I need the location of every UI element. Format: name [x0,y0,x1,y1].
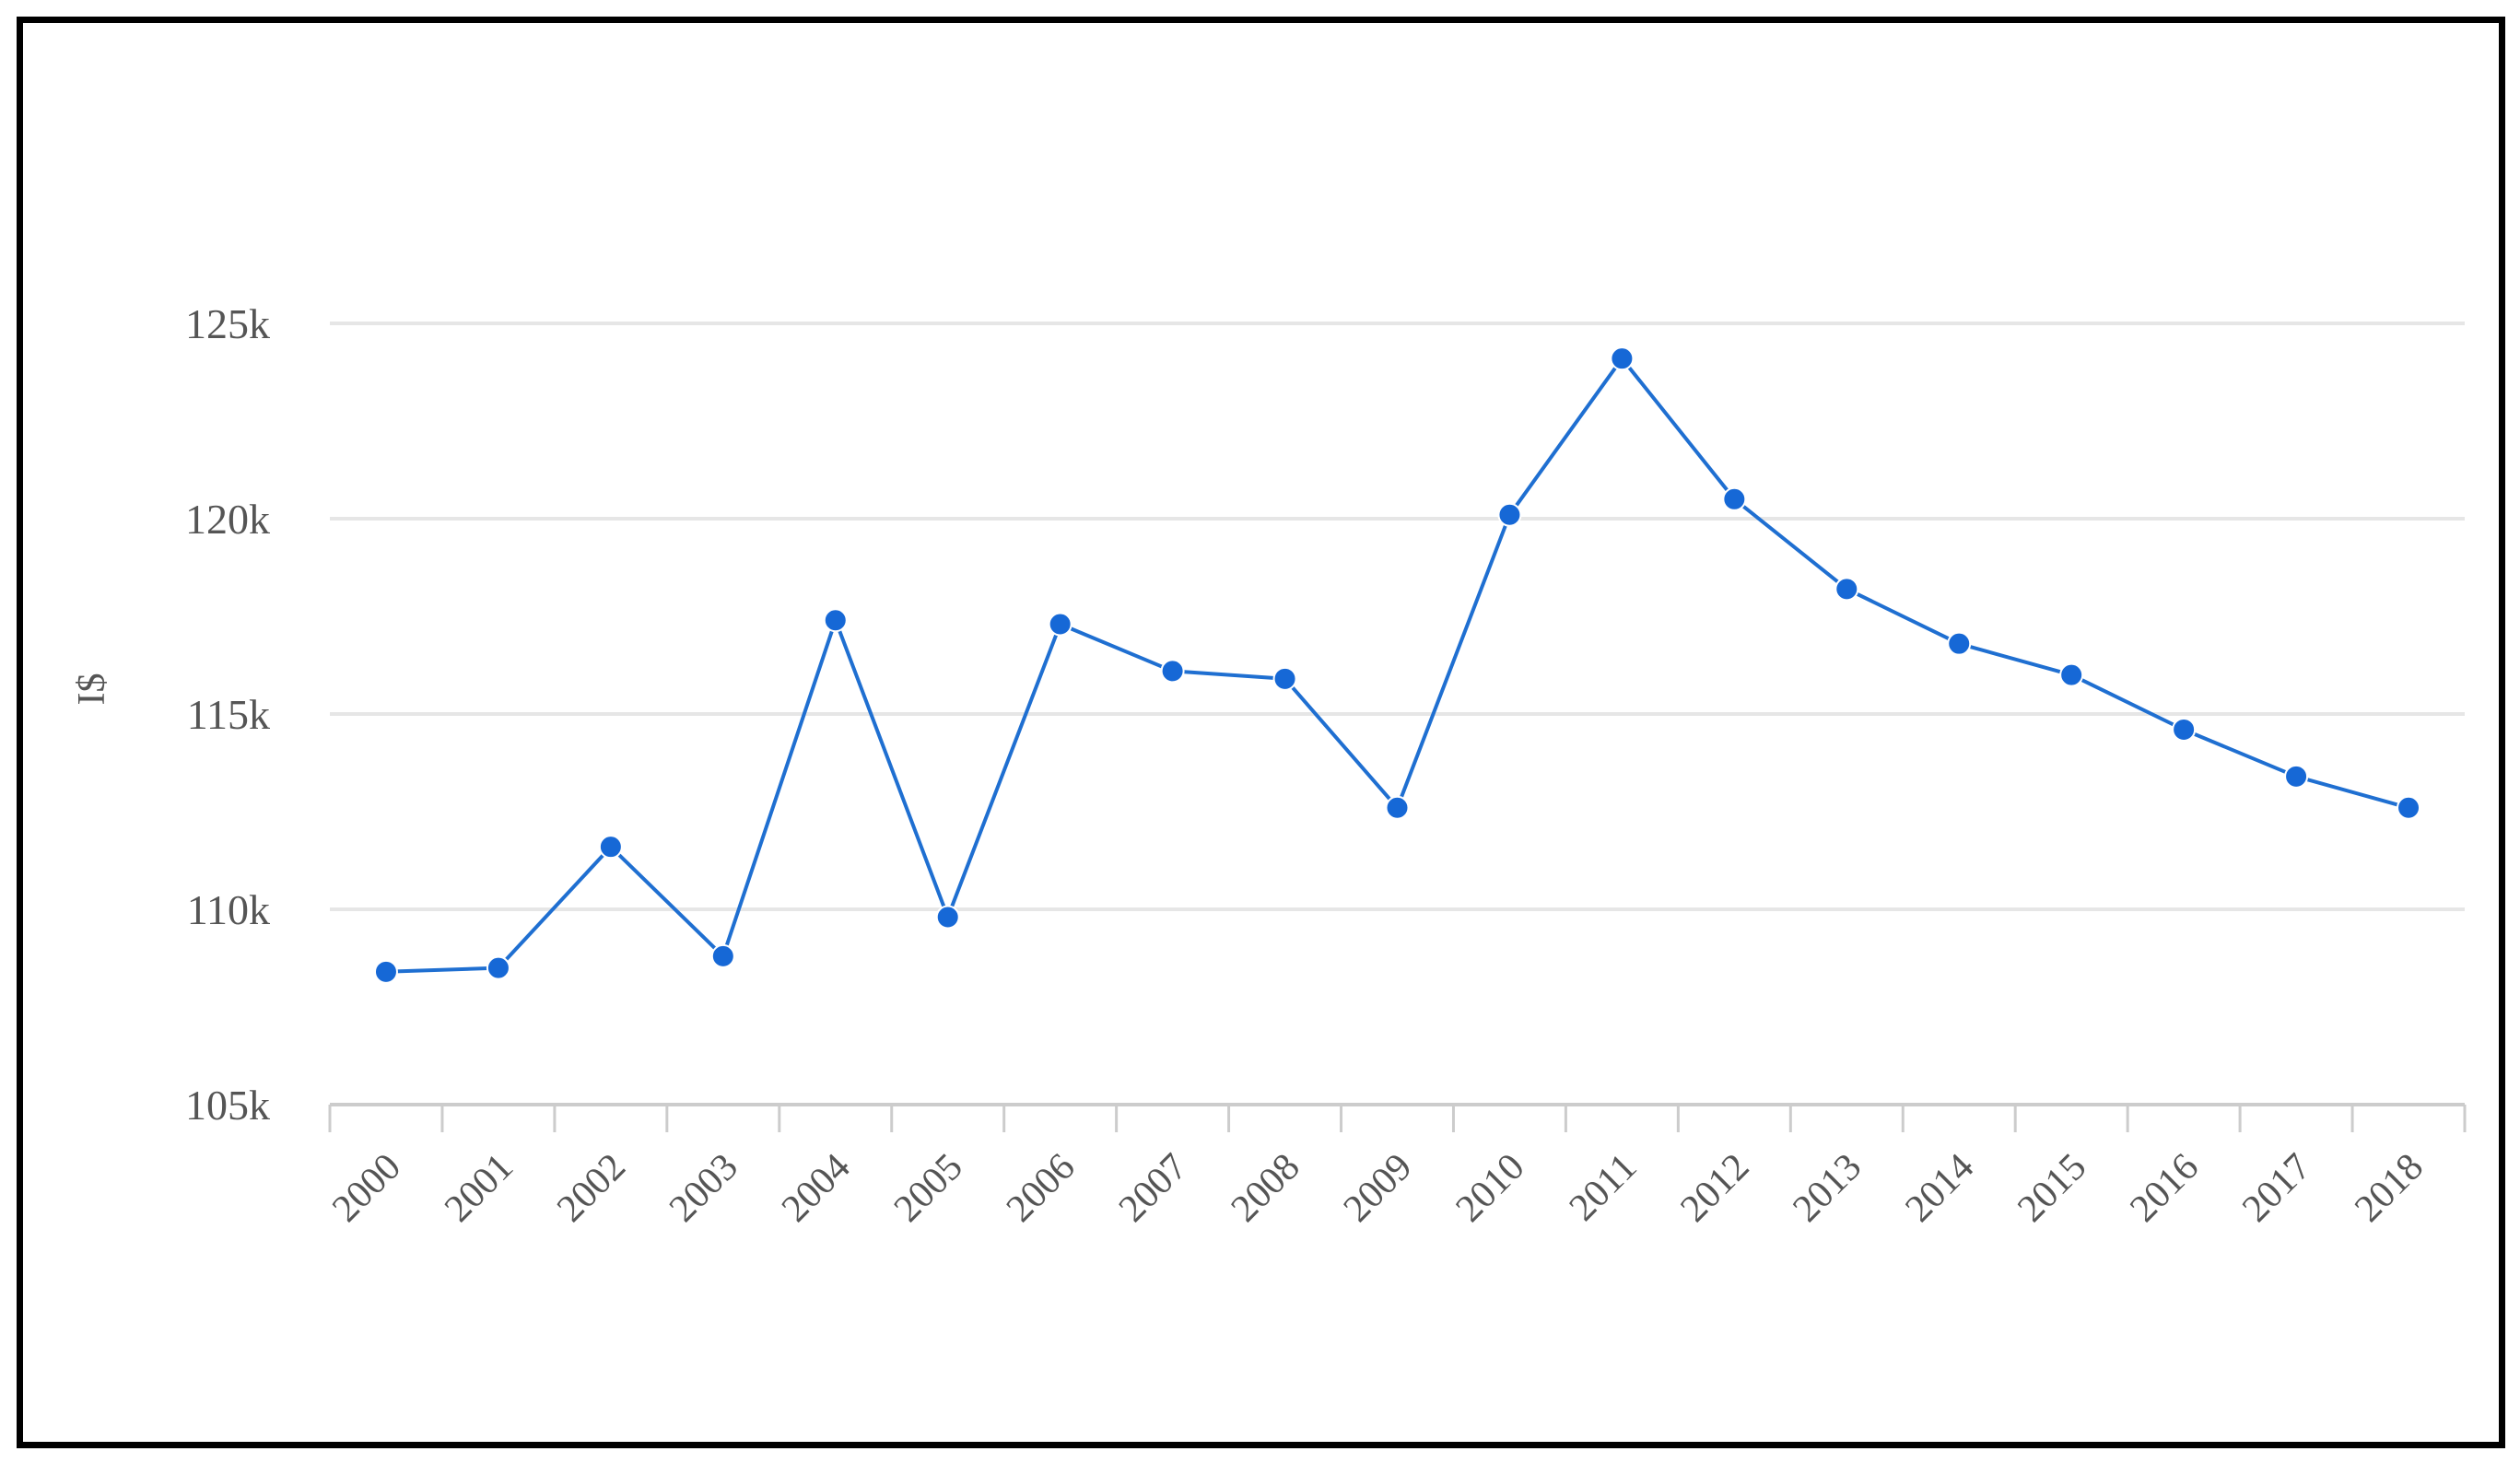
y-tick-label: 110k [187,886,270,933]
data-point[interactable] [1048,612,1072,637]
data-point[interactable] [486,955,510,980]
data-point[interactable] [598,835,623,860]
x-tick-label: 2007 [1111,1146,1196,1231]
series-group [373,346,2421,984]
data-point[interactable] [1385,795,1410,820]
data-point[interactable] [710,943,735,968]
x-tick-label: 2009 [1336,1146,1421,1231]
x-tick-label: 2000 [324,1146,409,1231]
x-axis-ticks: 2000 2001 2002 2003 2004 2005 2006 2007 2008 2009… [324,1146,2432,1231]
x-tick-label: 2002 [549,1146,634,1231]
data-point[interactable] [935,905,960,930]
x-tick-label: 2018 [2347,1146,2432,1231]
data-point[interactable] [1272,666,1297,691]
y-tick-label: 125k [185,300,270,347]
x-tick-label: 2003 [662,1146,746,1231]
y-tick-label: 115k [187,691,270,738]
x-tick-label: 2008 [1224,1146,1308,1231]
data-point[interactable] [1947,631,1972,656]
data-point[interactable] [373,959,398,984]
x-tick-label: 2015 [2010,1146,2094,1231]
x-tick-label: 2016 [2122,1146,2207,1231]
data-point[interactable] [1160,659,1185,684]
data-point[interactable] [1610,346,1635,371]
series-line [385,357,2409,974]
x-tick-label: 2012 [1672,1146,1757,1231]
data-point[interactable] [823,608,848,633]
x-tick-label: 2004 [774,1146,859,1231]
y-tick-label: 120k [185,496,270,543]
x-tick-label: 2011 [1562,1146,1646,1230]
data-point[interactable] [1497,502,1522,527]
data-point[interactable] [1722,486,1747,511]
x-tick-label: 2006 [999,1146,1084,1231]
data-point[interactable] [2397,795,2421,820]
x-axis [328,1103,2467,1132]
data-point[interactable] [2059,662,2084,687]
x-tick-label: 2014 [1897,1146,1982,1231]
y-axis-label: I$ [71,673,113,706]
gridlines [330,322,2465,911]
x-tick-label: 2005 [886,1146,971,1231]
data-point[interactable] [2284,764,2309,789]
data-point[interactable] [1834,577,1859,602]
x-tick-label: 2001 [437,1146,522,1231]
y-tick-label: 105k [185,1082,270,1129]
y-axis-ticks: 105k 110k 115k 120k 125k [185,300,270,1129]
x-tick-label: 2017 [2234,1146,2319,1231]
x-tick-label: 2013 [1785,1146,1869,1231]
x-tick-label: 2010 [1448,1146,1533,1231]
chart-frame: 105k 110k 115k 120k 125k 2000 2001 2002 2003 200… [17,17,2505,1448]
data-point[interactable] [2172,717,2197,742]
